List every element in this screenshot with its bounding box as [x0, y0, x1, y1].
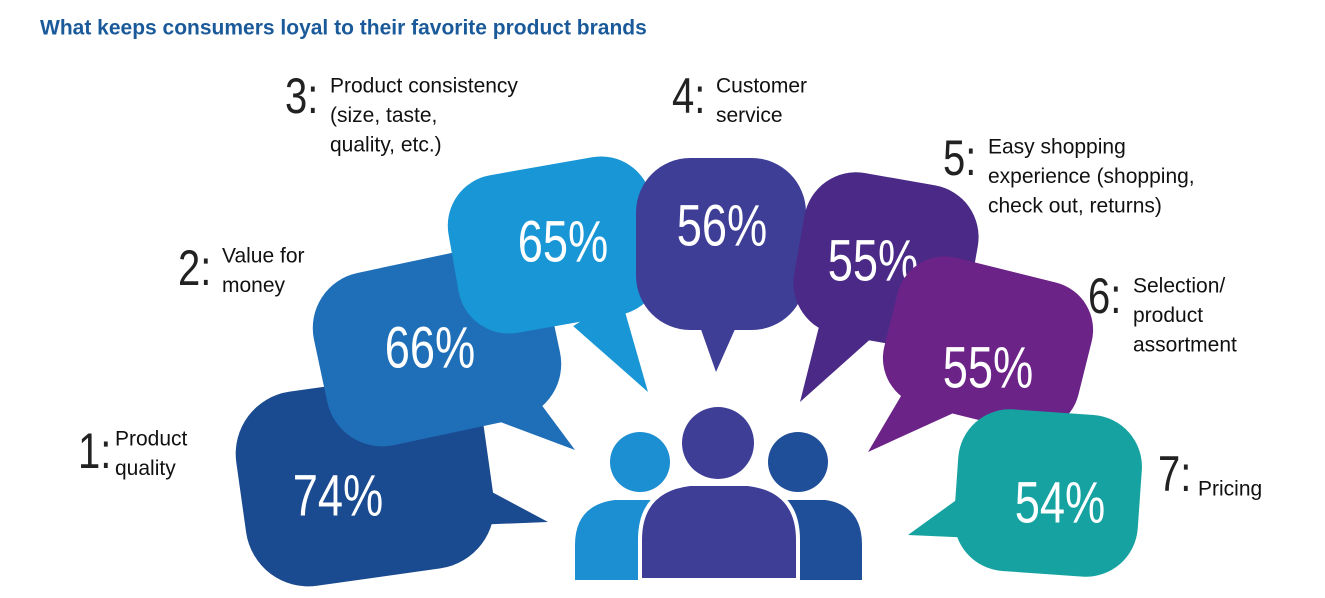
label: Value for [222, 245, 305, 268]
percent: 54% [1015, 471, 1106, 536]
label: service [716, 104, 783, 127]
rank: 4: [672, 68, 705, 124]
percent: 65% [518, 210, 609, 275]
label: product [1133, 304, 1203, 327]
rank: 5: [943, 130, 976, 186]
rank: 3: [285, 68, 318, 124]
label: Selection/ [1133, 275, 1225, 298]
percent: 74% [293, 464, 384, 529]
label: assortment [1133, 334, 1237, 357]
label: check out, returns) [988, 195, 1162, 218]
label: quality, etc.) [330, 134, 442, 157]
percent: 56% [677, 194, 768, 259]
speech-bubble [868, 256, 1094, 452]
label: Customer [716, 75, 807, 98]
rank: 2: [178, 240, 211, 296]
speech-bubble [447, 156, 663, 392]
speech-bubble [908, 409, 1142, 577]
label: Easy shopping [988, 136, 1126, 159]
label: Pricing [1198, 478, 1262, 501]
rank: 6: [1088, 268, 1121, 324]
speech-bubble [636, 158, 806, 372]
percent: 66% [385, 316, 476, 381]
label: Product consistency [330, 75, 518, 98]
label: money [222, 274, 286, 297]
percent: 55% [943, 336, 1034, 401]
label: Product [115, 428, 188, 451]
rank: 1: [78, 423, 111, 479]
label: quality [115, 457, 176, 480]
rank: 7: [1158, 446, 1191, 502]
label: experience (shopping, [988, 165, 1195, 188]
people-icon [575, 407, 862, 582]
label: (size, taste, [330, 104, 437, 127]
title: What keeps consumers loyal to their favo… [40, 17, 647, 40]
